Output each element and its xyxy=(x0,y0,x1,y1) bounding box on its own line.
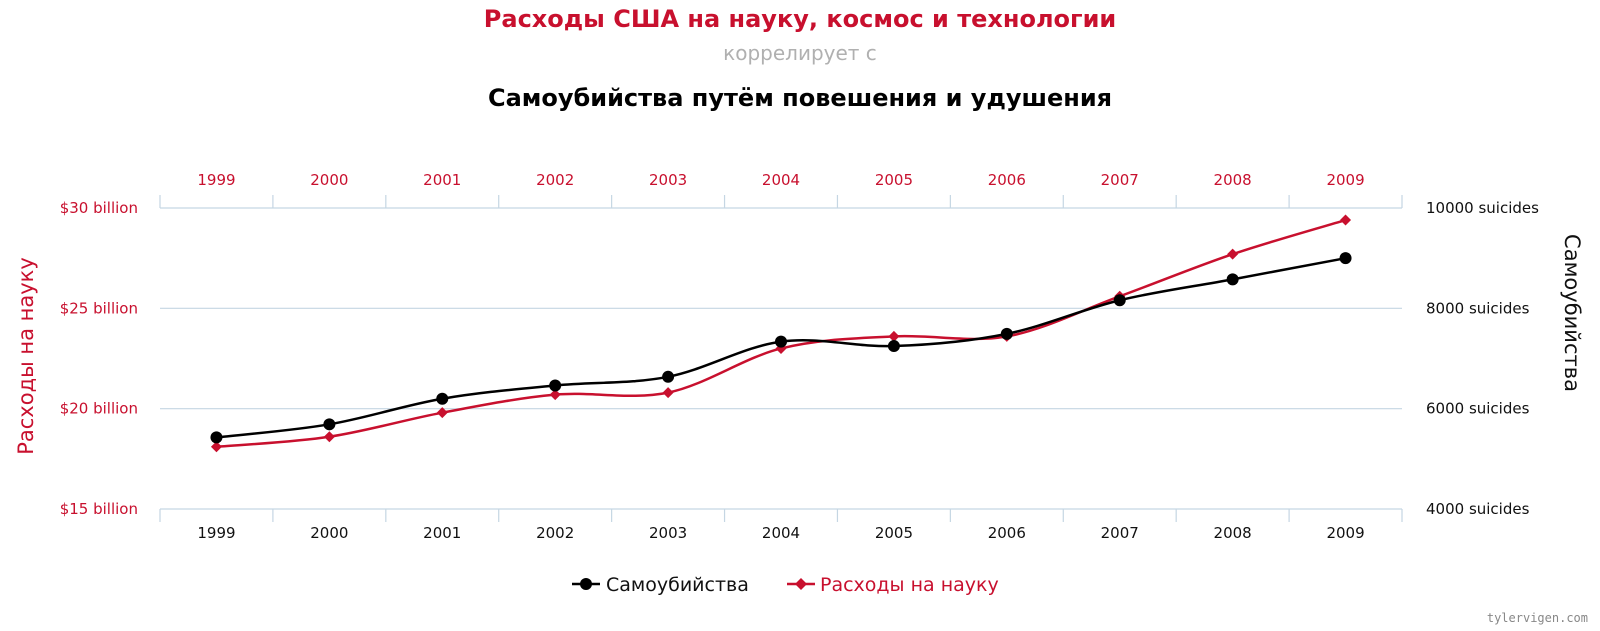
credit-text: tylervigen.com xyxy=(1487,611,1588,625)
series-spending-point xyxy=(549,389,561,401)
legend-spending-marker xyxy=(795,578,807,590)
x-bottom-tick-label: 2001 xyxy=(423,524,461,542)
series-suicides-point xyxy=(1226,273,1239,286)
right-axis-title: Самоубийства xyxy=(1560,234,1584,392)
series-suicides-point xyxy=(436,392,449,405)
series-suicides-point xyxy=(662,370,675,383)
x-top-tick-label: 2005 xyxy=(875,171,913,189)
series-spending-point xyxy=(662,387,674,399)
x-bottom-tick-label: 2008 xyxy=(1214,524,1252,542)
series-suicides-point xyxy=(210,431,223,444)
x-top-tick-label: 2009 xyxy=(1326,171,1364,189)
x-top-tick-label: 2008 xyxy=(1214,171,1252,189)
y-left-tick-label: $25 billion xyxy=(60,299,138,317)
y-left-tick-label: $15 billion xyxy=(60,500,138,518)
legend-suicides-marker xyxy=(580,578,592,590)
series-suicides-point xyxy=(1000,327,1013,340)
legend-item-suicides[interactable]: Самоубийства xyxy=(572,574,749,596)
x-bottom-tick-label: 2004 xyxy=(762,524,800,542)
series-suicides-point xyxy=(775,335,787,348)
series-spending-point xyxy=(436,407,448,419)
series-spending-point xyxy=(1340,214,1352,226)
x-bottom-tick-label: 2007 xyxy=(1101,524,1139,542)
x-bottom-tick-label: 1999 xyxy=(197,524,235,542)
series-spending-point xyxy=(210,441,222,453)
legend[interactable]: Самоубийства Расходы на науку xyxy=(572,574,999,596)
x-top-tick-label: 2002 xyxy=(536,171,574,189)
y-right-tick-label: 4000 suicides xyxy=(1426,500,1530,518)
y-right-tick-label: 8000 suicides xyxy=(1426,299,1530,317)
series-suicides-point xyxy=(887,340,900,353)
legend-suicides-label: Самоубийства xyxy=(606,574,749,596)
y-right-tick-label: 10000 suicides xyxy=(1426,199,1539,217)
left-axis-title: Расходы на науку xyxy=(14,257,38,455)
axes: $15 billion $20 billion $25 billion $30 bil… xyxy=(60,171,1539,542)
x-bottom-tick-label: 2003 xyxy=(649,524,687,542)
x-top-tick-label: 2007 xyxy=(1101,171,1139,189)
legend-item-spending[interactable]: Расходы на науку xyxy=(787,574,999,596)
y-left-tick-label: $20 billion xyxy=(60,400,138,418)
y-left-tick-label: $30 billion xyxy=(60,199,138,217)
x-top-tick-label: 1999 xyxy=(197,171,235,189)
chart-title: Расходы США на науку, космос и технологи… xyxy=(484,5,1116,33)
x-top-tick-label: 2000 xyxy=(310,171,348,189)
series-suicides-point xyxy=(1339,252,1352,265)
y-right-tick-label: 6000 suicides xyxy=(1426,400,1530,418)
x-bottom-tick-label: 2005 xyxy=(875,524,913,542)
series-suicides-point xyxy=(549,379,562,392)
series-spending-point xyxy=(323,431,335,443)
x-bottom-tick-label: 2009 xyxy=(1326,524,1364,542)
grid-lines xyxy=(160,207,1402,510)
correlates-subtitle: коррелирует с xyxy=(723,41,877,65)
x-bottom-tick-label: 2002 xyxy=(536,524,574,542)
series-spending-point xyxy=(1227,248,1239,260)
x-bottom-tick-label: 2000 xyxy=(310,524,348,542)
x-top-tick-label: 2004 xyxy=(762,171,800,189)
series-suicides-point xyxy=(323,418,336,431)
series-suicides-point xyxy=(1113,294,1126,307)
second-title: Самоубийства путём повешения и удушения xyxy=(488,84,1112,112)
series xyxy=(210,214,1352,453)
x-bottom-tick-label: 2006 xyxy=(988,524,1026,542)
x-top-tick-label: 2006 xyxy=(988,171,1026,189)
legend-spending-label: Расходы на науку xyxy=(820,574,999,596)
x-top-tick-label: 2003 xyxy=(649,171,687,189)
series-spending-point xyxy=(888,330,900,342)
x-top-tick-label: 2001 xyxy=(423,171,461,189)
